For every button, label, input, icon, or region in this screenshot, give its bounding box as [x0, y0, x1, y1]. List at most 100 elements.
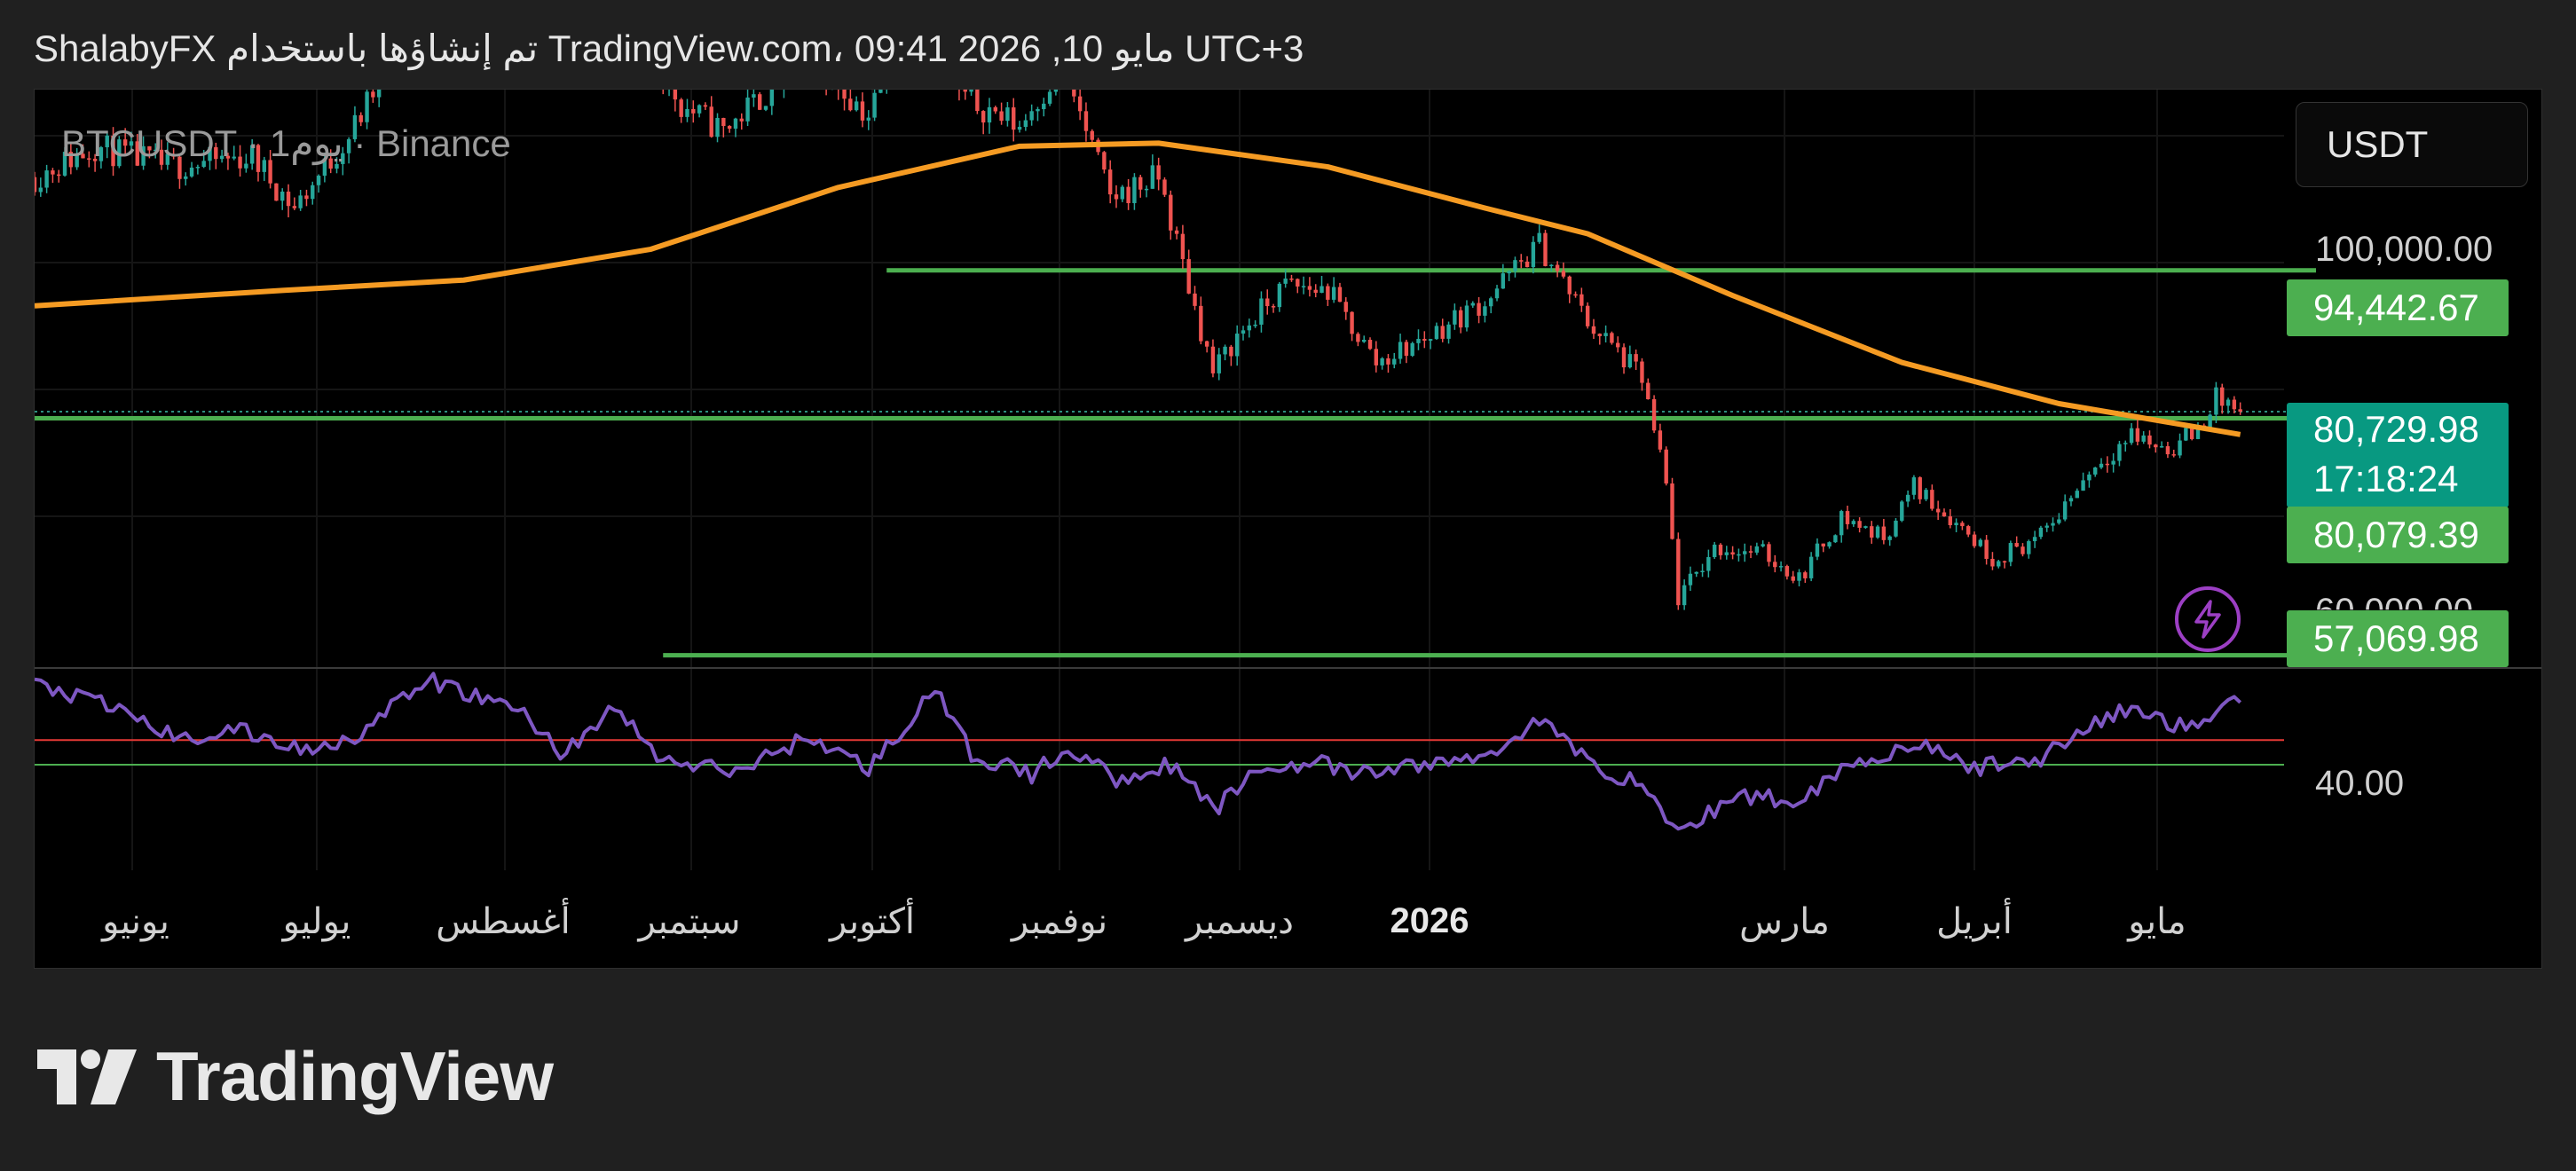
time-label: أبريل: [1936, 902, 2013, 941]
candle-body: [1676, 538, 1681, 606]
candle-body: [1803, 572, 1808, 578]
candle-body: [208, 146, 212, 161]
candle-body: [1410, 342, 1414, 357]
price-tag-current: 80,729.98 17:18:24: [2287, 403, 2509, 507]
candle-body: [1494, 288, 1500, 299]
candle-body: [346, 138, 351, 153]
candle-body: [1005, 107, 1010, 122]
candle-body: [1507, 271, 1511, 274]
candle-body: [304, 195, 309, 200]
candle-body: [1778, 566, 1784, 568]
candle-body: [171, 153, 176, 157]
candle-body: [1453, 310, 1457, 325]
candle-body: [1966, 526, 1971, 535]
candle-body: [165, 153, 170, 165]
candle-body: [1724, 552, 1729, 555]
candle-body: [1688, 573, 1693, 586]
candle-body: [1627, 354, 1633, 368]
candle-body: [105, 135, 109, 148]
time-label: يوليو: [282, 902, 351, 941]
currency-button[interactable]: USDT: [2296, 102, 2528, 187]
candle-body: [57, 174, 61, 177]
candle-body: [1808, 556, 1814, 578]
candle-body: [999, 111, 1004, 122]
candle-body: [1960, 523, 1965, 527]
candle-body: [201, 161, 206, 168]
candle-body: [1477, 303, 1481, 316]
candle-body: [341, 153, 345, 164]
candle-body: [268, 160, 272, 184]
candle-body: [81, 153, 85, 159]
candle-body: [2129, 428, 2134, 444]
candle-body: [2232, 399, 2237, 410]
candle-body: [1784, 566, 1790, 577]
candle-body: [2214, 387, 2218, 415]
chart-attribution: ShalabyFX تم إنشاؤها باستخدام TradingVie…: [34, 28, 1304, 69]
candle-body: [1972, 534, 1977, 546]
time-label: أغسطس: [436, 902, 571, 941]
candle-body: [769, 90, 775, 106]
candle-body: [1737, 554, 1741, 556]
candle-body: [679, 99, 683, 117]
candle-body: [1174, 230, 1179, 234]
candle-body: [365, 91, 369, 122]
candle-body: [1350, 311, 1354, 334]
candle-body: [189, 167, 194, 177]
candle-body: [298, 195, 303, 208]
candle-body: [2051, 523, 2055, 526]
candle-body: [2075, 491, 2079, 499]
candle-body: [1090, 130, 1094, 140]
candle-body: [1942, 512, 1947, 517]
candle-body: [1386, 358, 1390, 365]
candle-body: [1905, 494, 1910, 502]
candle-body: [141, 145, 146, 166]
candle-body: [2105, 463, 2110, 466]
candle-body: [238, 156, 242, 169]
candle-body: [1984, 539, 1989, 559]
candle-body: [1392, 358, 1397, 365]
candle-body: [1748, 551, 1753, 553]
candle-body: [1954, 523, 1958, 526]
candle-body: [2081, 480, 2085, 491]
candle-body: [1978, 539, 1983, 546]
candle-body: [1120, 186, 1124, 200]
candle-body: [2220, 387, 2225, 406]
candle-body: [763, 106, 768, 110]
candle-body: [1156, 165, 1161, 180]
candle-body: [2014, 543, 2019, 547]
candle-body: [703, 105, 708, 107]
candle-body: [1247, 325, 1252, 331]
candle-body: [1362, 340, 1367, 342]
candle-body: [92, 158, 98, 161]
candle-body: [352, 114, 358, 139]
moving-average-series: [35, 140, 2241, 437]
rsi-line: [35, 672, 2242, 831]
candle-body: [1489, 298, 1493, 307]
candle-body: [1180, 233, 1186, 260]
symbol-label: BTCUSDT · 1يوم · Binance: [61, 122, 511, 164]
candle-body: [1797, 572, 1801, 581]
candle-body: [733, 118, 738, 130]
chart-canvas[interactable]: [35, 90, 2541, 968]
candle-body: [1640, 361, 1644, 383]
candle-body: [1023, 120, 1028, 128]
candle-body: [1567, 276, 1572, 295]
candle-body: [1380, 358, 1384, 365]
candle-body: [1144, 188, 1149, 191]
candle-body: [1634, 354, 1638, 362]
candle-body: [1374, 349, 1379, 365]
candle-body: [51, 170, 55, 175]
candle-body: [1107, 169, 1113, 195]
candle-body: [2044, 525, 2049, 528]
candle-body: [1283, 278, 1288, 284]
flash-button[interactable]: [2175, 586, 2241, 652]
candle-body: [1102, 152, 1107, 170]
chart-panel[interactable]: BTCUSDT · 1يوم · Binance USDT 100,000.00…: [34, 89, 2542, 969]
candle-body: [1356, 334, 1360, 342]
candle-body: [2184, 428, 2188, 441]
candle-body: [1229, 346, 1233, 357]
candle-body: [2068, 498, 2074, 502]
candle-body: [963, 90, 967, 92]
candle-body: [117, 139, 122, 167]
candle-body: [1036, 109, 1040, 112]
